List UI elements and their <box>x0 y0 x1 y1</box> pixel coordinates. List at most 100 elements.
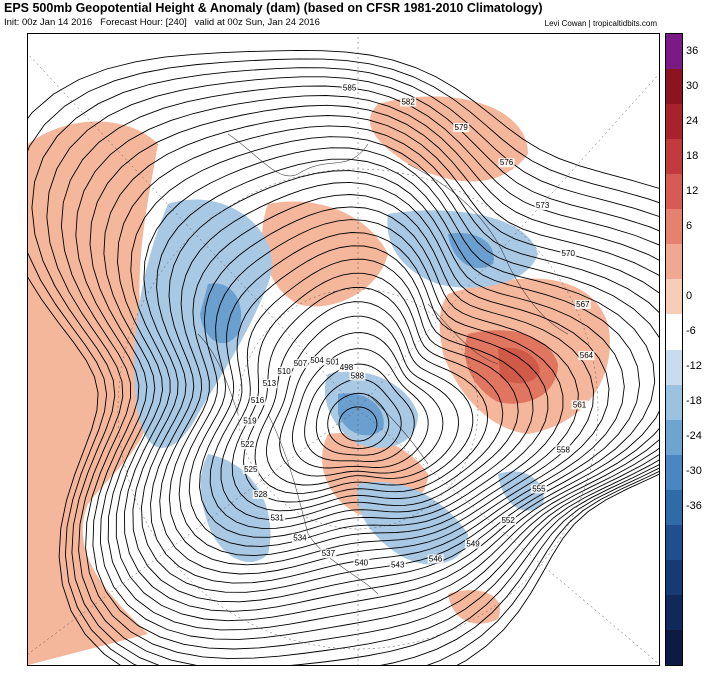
colorbar-tick-label: -6 <box>686 324 696 337</box>
contour-label: 588 <box>351 371 365 380</box>
contour-label-bg <box>338 363 355 373</box>
contour-label: 582 <box>401 98 415 107</box>
height-contour <box>315 378 402 456</box>
height-contour <box>159 181 610 575</box>
colorbar-tick-label: 36 <box>686 44 699 57</box>
contour-label: 561 <box>573 400 587 409</box>
contour-label-bg <box>249 396 266 406</box>
height-contour <box>115 125 659 622</box>
contour-label-bg <box>400 97 417 107</box>
height-contour <box>168 194 595 566</box>
colorbar-segment <box>666 244 682 280</box>
height-contour <box>103 115 659 631</box>
map-title: EPS 500mb Geopotential Height & Anomaly … <box>4 1 543 15</box>
height-contour <box>124 136 659 612</box>
contour-label-bg <box>320 549 337 559</box>
valid-time: valid at 00z Sun, Jan 24 2016 <box>194 17 320 28</box>
contour-label: 513 <box>263 379 277 388</box>
height-contour <box>291 348 429 469</box>
strong-positive-anomaly <box>464 330 558 404</box>
height-contour <box>243 286 489 503</box>
contour-label: 567 <box>576 300 590 309</box>
contour-label-bg <box>534 201 551 211</box>
colorbar-tick-label: 6 <box>686 219 693 232</box>
contour-label: 543 <box>391 561 405 570</box>
height-contour <box>60 85 659 660</box>
map-subtitle: Init: 00z Jan 14 2016 Forecast Hour: [24… <box>4 17 320 28</box>
height-contour <box>89 104 659 640</box>
height-contour <box>338 406 378 442</box>
contour-label-bg <box>530 484 547 494</box>
contour-label-bg <box>453 123 470 133</box>
contour-label-bg <box>309 356 326 366</box>
contour-label: 531 <box>270 513 284 522</box>
contour-label: 558 <box>557 445 571 454</box>
credit-text: Levi Cowan | tropicaltidbits.com <box>544 19 657 28</box>
colorbar-segment <box>666 349 682 386</box>
contour-label-bg <box>353 558 370 568</box>
colorbar-segment <box>666 34 682 70</box>
height-contour <box>327 392 390 449</box>
contour-label: 579 <box>455 123 469 132</box>
contour-label-bg <box>574 299 591 309</box>
contour-label-bg <box>555 445 572 455</box>
colorbar-segment <box>666 524 682 561</box>
contour-label-bg <box>239 440 256 450</box>
contour-label: 522 <box>241 440 255 449</box>
anomaly-colorbar <box>665 33 683 666</box>
colorbar-segment <box>666 209 682 245</box>
colorbar-tick-label: 12 <box>686 184 699 197</box>
height-contour <box>31 67 659 665</box>
contour-label-bg <box>241 416 258 426</box>
contour-label: 501 <box>326 358 340 367</box>
colorbar-tick-label: -12 <box>686 360 702 373</box>
colorbar-tick-label: 0 <box>686 289 693 302</box>
height-contour <box>279 332 444 477</box>
init-time: Init: 00z Jan 14 2016 <box>4 17 93 28</box>
colorbar-tick-label: -24 <box>686 430 702 443</box>
contour-label-bg <box>292 359 309 369</box>
height-contour <box>178 206 579 557</box>
contour-label-bg <box>349 371 366 381</box>
colorbar-segment <box>666 69 682 105</box>
contour-label-bg <box>578 351 595 361</box>
contour-label-bg <box>261 379 278 389</box>
contour-label-bg <box>252 489 269 499</box>
contour-label-bg <box>276 366 293 376</box>
contour-label: 516 <box>251 396 265 405</box>
colorbar-segment <box>666 629 682 666</box>
contour-label-bg <box>341 83 358 93</box>
contour-label: 576 <box>500 158 514 167</box>
colorbar-segment <box>666 139 682 175</box>
colorbar-segment <box>666 559 682 596</box>
colorbar-segment <box>666 174 682 210</box>
height-contour <box>220 258 519 521</box>
colorbar-segment <box>666 314 682 350</box>
height-contour <box>46 76 659 665</box>
height-contour <box>132 147 656 603</box>
contour-label: 519 <box>243 417 257 426</box>
contour-label: 546 <box>429 554 443 563</box>
height-contour <box>28 58 659 665</box>
contour-label-bg <box>291 533 308 543</box>
contour-label: 540 <box>355 559 369 568</box>
colorbar-segment <box>666 279 682 315</box>
map-panel: 585 582 579 576 573 570 567 564 561 558 555 552 549 5… <box>27 33 660 666</box>
colorbar-tick-label: 24 <box>686 114 699 127</box>
contour-label-bg <box>500 516 517 526</box>
contour-labels: 585 582 579 576 573 570 567 564 561 558 555 552 549 5… <box>239 83 595 570</box>
height-contour <box>141 158 641 593</box>
contour-label-bg <box>571 400 588 410</box>
contour-label: 570 <box>562 249 576 258</box>
height-contour <box>254 301 474 494</box>
colorbar-tick-label: -18 <box>686 395 702 408</box>
contour-label: 498 <box>340 363 354 372</box>
contour-label: 555 <box>532 484 546 493</box>
contour-label: 510 <box>277 367 291 376</box>
contour-label-bg <box>498 158 515 168</box>
height-contour <box>304 363 415 462</box>
colorbar-segment <box>666 454 682 491</box>
graticule <box>28 34 659 665</box>
coastlines <box>197 133 569 595</box>
contour-label: 552 <box>501 516 515 525</box>
